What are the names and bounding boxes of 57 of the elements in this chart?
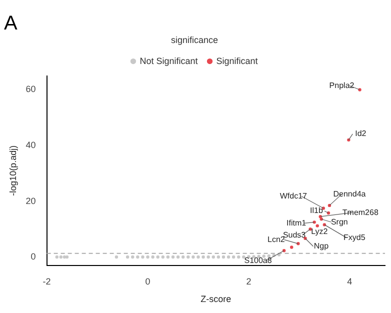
- legend-label: Not Significant: [140, 56, 198, 66]
- point: [232, 255, 236, 259]
- chart-title: A: [4, 12, 18, 35]
- x-tick-label: -2: [42, 276, 51, 286]
- point: [237, 255, 240, 259]
- point: [181, 255, 185, 259]
- point: [55, 255, 59, 259]
- point: [222, 255, 226, 259]
- annotation: Ngp: [314, 242, 330, 251]
- point: [59, 255, 63, 259]
- point: [202, 255, 205, 259]
- point: [166, 255, 170, 259]
- x-tick-label: 4: [347, 276, 352, 286]
- annotation: Suds3: [282, 230, 306, 240]
- point: [196, 255, 200, 259]
- point: [206, 255, 210, 259]
- annotation: Lyz2: [311, 227, 328, 236]
- y-tick-label: 0: [30, 252, 36, 262]
- point: [171, 255, 175, 259]
- annotation: Pnpla2: [329, 80, 355, 90]
- y-axis-title: -log10(p.adj): [8, 145, 18, 196]
- point: [151, 255, 154, 259]
- annotation: Ifitm1: [286, 218, 307, 228]
- annotation: S100a8: [244, 256, 272, 265]
- point: [146, 255, 150, 259]
- point: [65, 255, 69, 259]
- point: [126, 255, 130, 259]
- point: [156, 255, 160, 259]
- point: [192, 255, 195, 259]
- point: [136, 255, 140, 259]
- point: [226, 255, 230, 259]
- point: [141, 255, 144, 259]
- annotation: Id2: [355, 129, 367, 138]
- annotation: Tmem268: [342, 208, 379, 217]
- annotation: Wfdc17: [280, 191, 308, 200]
- point: [176, 255, 180, 259]
- annotation: Il1b: [310, 206, 324, 216]
- point: [316, 224, 319, 228]
- point: [186, 255, 190, 259]
- point: [114, 255, 118, 259]
- x-tick-label: 2: [246, 276, 252, 286]
- point: [161, 255, 165, 259]
- annotation: Dennd4a: [333, 190, 366, 199]
- x-tick-label: 0: [145, 276, 150, 286]
- point: [290, 246, 294, 249]
- annotation: Fxyd5: [344, 232, 366, 242]
- y-tick-label: 40: [26, 140, 36, 150]
- point: [216, 255, 220, 259]
- annotation: Lcn2: [268, 234, 286, 244]
- legend-label: Significant: [216, 56, 258, 66]
- legend-title: significance: [170, 34, 218, 45]
- point: [131, 255, 134, 259]
- point: [212, 255, 215, 259]
- y-tick-label: 20: [26, 196, 36, 206]
- y-tick-label: 60: [26, 84, 36, 94]
- annotation: Srgn: [330, 217, 348, 226]
- x-axis-title: Z-score: [200, 294, 232, 304]
